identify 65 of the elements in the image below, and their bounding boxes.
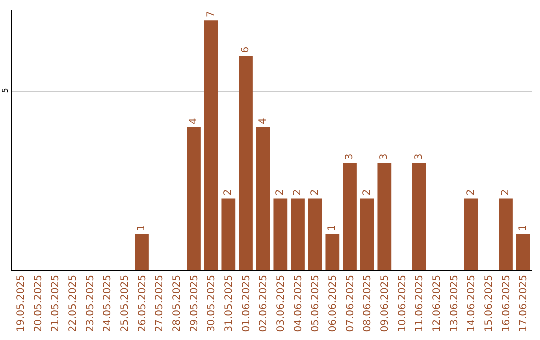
data-label: 2 xyxy=(292,189,304,196)
bar xyxy=(274,198,288,270)
data-label: 2 xyxy=(362,189,373,196)
x-tick-label: 31.05.2025 xyxy=(224,275,235,332)
data-label: 3 xyxy=(414,154,425,160)
x-tick-label: 07.06.2025 xyxy=(345,275,356,332)
x-tick-label: 25.05.2025 xyxy=(120,275,131,332)
x-tick-label: 19.05.2025 xyxy=(16,275,27,332)
x-tick-label: 12.06.2025 xyxy=(432,275,443,332)
data-label: 2 xyxy=(466,189,477,196)
y-tick-label: 5 xyxy=(0,88,10,94)
x-tick-label: 30.05.2025 xyxy=(206,275,218,332)
data-label: 4 xyxy=(258,118,269,125)
bar xyxy=(187,128,201,270)
data-label: 2 xyxy=(223,189,234,196)
x-tick-label: 23.05.2025 xyxy=(85,275,96,332)
data-label: 1 xyxy=(136,225,148,232)
x-tick-label: 24.05.2025 xyxy=(102,275,114,332)
x-tick-label: 20.05.2025 xyxy=(33,275,44,332)
data-label: 7 xyxy=(206,11,217,18)
bar xyxy=(343,163,357,270)
data-label: 2 xyxy=(275,189,286,196)
data-label: 1 xyxy=(327,225,338,232)
bar xyxy=(360,198,374,270)
x-tick-label: 13.06.2025 xyxy=(449,275,460,332)
x-tick-label: 08.06.2025 xyxy=(362,275,374,332)
data-label: 2 xyxy=(500,189,512,196)
x-tick-label: 01.06.2025 xyxy=(241,275,252,332)
data-label: 1 xyxy=(518,225,529,232)
x-tick-label: 21.05.2025 xyxy=(50,275,62,332)
x-tick-label: 06.06.2025 xyxy=(328,275,339,332)
x-tick-label: 29.05.2025 xyxy=(189,275,200,332)
x-tick-label: 26.05.2025 xyxy=(137,275,148,332)
data-label: 3 xyxy=(379,154,390,160)
bar xyxy=(222,198,236,270)
x-tick-label: 27.05.2025 xyxy=(154,275,166,332)
x-tick-label: 28.05.2025 xyxy=(172,275,183,332)
x-tick-label: 04.06.2025 xyxy=(293,275,304,332)
data-label: 3 xyxy=(344,154,356,160)
x-tick-label: 22.05.2025 xyxy=(68,275,79,332)
x-tick-label: 17.06.2025 xyxy=(518,275,530,332)
x-tick-label: 05.06.2025 xyxy=(310,275,322,332)
bar xyxy=(256,128,270,270)
x-tick-label: 16.06.2025 xyxy=(501,275,512,332)
data-label: 4 xyxy=(188,118,200,125)
x-tick-label: 02.06.2025 xyxy=(258,275,270,332)
data-label: 2 xyxy=(310,189,321,196)
bar xyxy=(464,198,478,270)
bar xyxy=(499,198,513,270)
x-tick-label: 03.06.2025 xyxy=(276,275,287,332)
bar xyxy=(135,234,149,270)
bar xyxy=(291,198,305,270)
x-tick-label: 09.06.2025 xyxy=(380,275,391,332)
x-tick-label: 14.06.2025 xyxy=(466,275,478,332)
bar xyxy=(308,198,322,270)
x-tick-label: 10.06.2025 xyxy=(397,275,408,332)
data-label: 6 xyxy=(240,46,252,54)
bar xyxy=(326,234,340,270)
x-tick-label: 11.06.2025 xyxy=(414,275,426,332)
bar xyxy=(239,56,253,270)
bar xyxy=(412,163,426,270)
bar xyxy=(378,163,392,270)
bar xyxy=(516,234,530,270)
x-tick-label: 15.06.2025 xyxy=(484,275,495,332)
bar xyxy=(204,20,218,270)
